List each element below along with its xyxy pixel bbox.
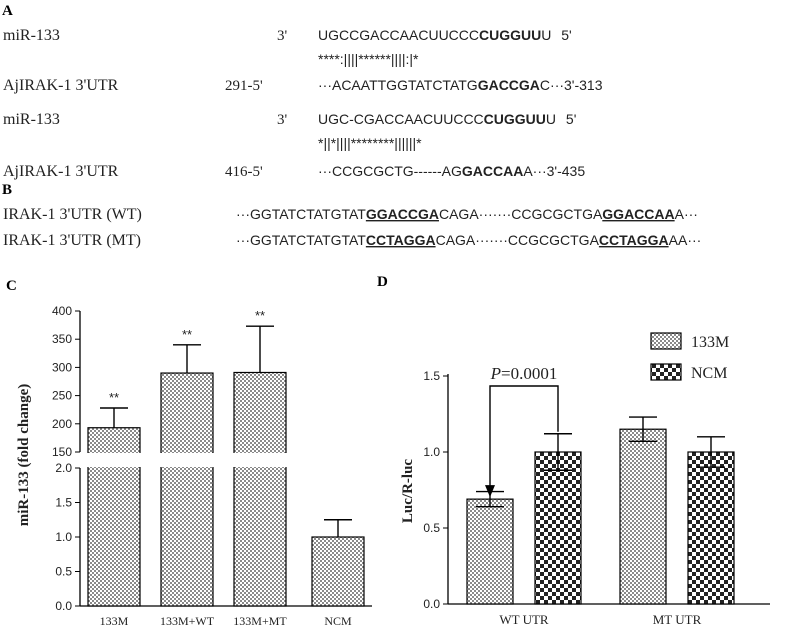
binding-site: CCTAGGA — [599, 232, 669, 248]
sequence-segment: U — [541, 27, 551, 43]
y-tick-label: 1.0 — [423, 445, 440, 459]
arrow-head — [485, 485, 495, 498]
y-tick-label: 0.0 — [423, 597, 440, 611]
seed-region: CUGGUU — [484, 111, 546, 127]
sequence-segment: UGCCGACCAACUUCCC — [318, 27, 479, 43]
legend-swatch — [650, 363, 682, 381]
x-tick-label: MT UTR — [653, 612, 702, 627]
y-axis-label: Luc/R-luc — [400, 459, 416, 524]
sequence-segment: ···CCGCGCTG------AG — [318, 163, 462, 179]
alignment-sequence: *||*||||********||||||* — [318, 135, 422, 151]
panel-label-c: C — [6, 278, 17, 294]
chart-d: 0.0 0.5 1.0 1.5 Luc/R-luc WT UTR MT UTR P=0.000… — [400, 332, 770, 627]
sequence-segment: AA··· — [669, 232, 702, 248]
p-value-annotation: P=0.0001 — [490, 364, 558, 383]
alignment-row-position: 3' — [277, 28, 288, 44]
y-axis-label: miR-133 (fold change) — [16, 384, 32, 527]
utr-sequence: ···GGTATCTATGTATCCTAGGACAGA·······CCGCGC… — [236, 232, 701, 248]
utr-sequence-block: IRAK-1 3'UTR (WT) ···GGTATCTATGTATGGACCGA… — [3, 206, 701, 249]
seed-region: GACCAA — [462, 163, 523, 179]
alignment-sequence: UGCCGACCAACUUCCCCUGGUUU 5' — [318, 27, 572, 43]
sequence-segment: U — [546, 111, 556, 127]
axis-break — [72, 453, 372, 467]
y-tick-label: 350 — [52, 332, 72, 346]
x-tick-label: 133M — [100, 614, 129, 628]
sequence-segment: CAGA·······CCGCGCTGA — [436, 232, 600, 248]
legend-label: 133M — [691, 334, 729, 351]
legend-swatch — [650, 332, 682, 350]
y-tick-label: 0.5 — [423, 521, 440, 535]
bar-series-1 — [619, 428, 667, 605]
sequence-segment: A··· — [675, 206, 698, 222]
bar-series-2 — [534, 451, 582, 605]
y-tick-label: 0.0 — [55, 599, 72, 613]
binding-site: GGACCAA — [602, 206, 674, 222]
alignment-sequence: ···ACAATTGGTATCTATGGACCGAC···3'-313 — [318, 77, 603, 93]
alignment-row-name: miR-133 — [3, 111, 60, 128]
y-tick-label: 1.5 — [423, 369, 440, 383]
x-tick-label: WT UTR — [499, 612, 549, 627]
alignment-block: miR-133 3' UGCCGACCAACUUCCCCUGGUUU 5'****:… — [3, 27, 603, 180]
sequence-segment: ****:||||******||||:|* — [318, 51, 419, 67]
y-tick-label: 200 — [52, 417, 72, 431]
alignment-row-name: miR-133 — [3, 27, 60, 44]
utr-sequence-name: IRAK-1 3'UTR (MT) — [3, 232, 141, 249]
significance-mark: ** — [109, 390, 119, 405]
y-tick-label: 150 — [52, 445, 72, 459]
alignment-row-end: 5' — [561, 27, 571, 43]
y-tick-label: 250 — [52, 389, 72, 403]
alignment-row-name: AjIRAK-1 3'UTR — [3, 77, 119, 94]
alignment-row-name: AjIRAK-1 3'UTR — [3, 163, 119, 180]
utr-sequence-name: IRAK-1 3'UTR (WT) — [3, 206, 142, 223]
sequence-segment: CAGA·······CCGCGCTGA — [439, 206, 603, 222]
sequence-segment: UGC-CGACCAACUUCCC — [318, 111, 484, 127]
y-tick-label: 1.5 — [55, 496, 72, 510]
significance-bracket — [489, 385, 559, 496]
y-tick-label: 2.0 — [55, 461, 72, 475]
p-label: P — [490, 364, 501, 383]
bar-series-1 — [466, 498, 514, 605]
sequence-segment: ···GGTATCTATGTAT — [236, 232, 366, 248]
y-tick-label: 300 — [52, 360, 72, 374]
sequence-segment: *||*||||********||||||* — [318, 135, 422, 151]
x-tick-label: 133M+WT — [160, 614, 215, 628]
alignment-row-position: 3' — [277, 112, 288, 128]
chart-c: 0.0 0.5 1.0 1.5 2.0 150 200 250 300 350 400 miR-133… — [16, 304, 372, 628]
y-tick-label: 400 — [52, 304, 72, 318]
alignment-row-end: 5' — [566, 111, 576, 127]
x-tick-label: NCM — [324, 614, 352, 628]
y-tick-label: 1.0 — [55, 530, 72, 544]
bar — [160, 372, 214, 607]
panel-label-a: A — [2, 3, 13, 19]
p-value: =0.0001 — [501, 364, 557, 383]
bar — [311, 536, 365, 607]
significance-mark: ** — [255, 308, 265, 323]
alignment-row-position: 291-5' — [225, 78, 263, 94]
alignment-sequence: ****:||||******||||:|* — [318, 51, 419, 67]
binding-site: GGACCGA — [366, 206, 439, 222]
sequence-segment: ···GGTATCTATGTAT — [236, 206, 366, 222]
seed-region: GACCGA — [478, 77, 540, 93]
panel-label-b: B — [2, 182, 12, 198]
panel-label-d: D — [377, 274, 388, 290]
sequence-segment: ···ACAATTGGTATCTATG — [318, 77, 478, 93]
utr-sequence: ···GGTATCTATGTATGGACCGACAGA·······CCGCGC… — [236, 206, 698, 222]
significance-mark: ** — [182, 327, 192, 342]
sequence-segment: A···3'-435 — [523, 163, 585, 179]
alignment-sequence: UGC-CGACCAACUUCCCCUGGUUU 5' — [318, 111, 576, 127]
y-tick-label: 0.5 — [55, 565, 72, 579]
bar — [233, 371, 287, 607]
seed-region: CUGGUU — [479, 27, 541, 43]
alignment-sequence: ···CCGCGCTG------AGGACCAAA···3'-435 — [318, 163, 585, 179]
x-tick-label: 133M+MT — [233, 614, 287, 628]
binding-site: CCTAGGA — [366, 232, 436, 248]
legend-label: NCM — [691, 365, 727, 382]
alignment-row-position: 416-5' — [225, 164, 263, 180]
sequence-segment: C···3'-313 — [540, 77, 603, 93]
bar-series-2 — [687, 451, 735, 605]
